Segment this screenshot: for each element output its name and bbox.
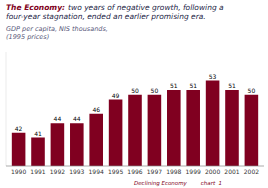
title-bold: The Economy: [6, 3, 65, 12]
bars [12, 81, 258, 167]
footer: Declining Economy chart 1 [134, 180, 222, 187]
bar [51, 123, 65, 166]
x-tick-label: 1992 [50, 168, 65, 175]
bar [31, 138, 45, 167]
data-label: 42 [15, 125, 23, 132]
x-tick-label: 2002 [244, 168, 259, 175]
x-tick-label: 1991 [30, 168, 45, 175]
data-label: 53 [209, 73, 217, 80]
subtitle: (1995 prices) [6, 33, 49, 41]
x-tick-label: 1990 [11, 168, 26, 175]
x-tick-label: 1998 [166, 168, 181, 175]
data-label: 49 [112, 92, 120, 99]
title: The Economy:two years of negative growth… [6, 3, 224, 12]
bar [167, 90, 181, 166]
x-axis-line [6, 166, 264, 167]
x-tick-label: 1999 [186, 168, 201, 175]
x-tick-label: 1996 [127, 168, 142, 175]
bar [148, 95, 162, 166]
data-label: 41 [34, 130, 42, 137]
data-label: 44 [54, 115, 62, 122]
data-label: 44 [73, 115, 81, 122]
bar [12, 133, 26, 166]
bar [225, 90, 239, 166]
bar [206, 81, 220, 167]
x-tick-label: 2000 [205, 168, 220, 175]
x-tick-label: 1994 [89, 168, 104, 175]
x-tick-label: 2001 [224, 168, 239, 175]
bar [70, 123, 84, 166]
chart: The Economy:two years of negative growth… [0, 0, 268, 188]
x-tick-label: 1995 [108, 168, 123, 175]
subtitle: GDP per capita, NIS thousands, [6, 25, 108, 33]
bar [109, 100, 123, 167]
data-label: 51 [170, 82, 178, 89]
data-label: 51 [228, 82, 236, 89]
bar [89, 114, 103, 166]
bar [245, 95, 259, 166]
data-label: 50 [248, 87, 256, 94]
data-label: 51 [189, 82, 197, 89]
chart-container: The Economy:two years of negative growth… [0, 0, 268, 188]
title-line: four-year stagnation, ended an earlier p… [6, 12, 206, 21]
data-label: 46 [92, 106, 100, 113]
x-tick-label: 1993 [69, 168, 84, 175]
data-label: 50 [151, 87, 159, 94]
data-label: 50 [131, 87, 139, 94]
bar [186, 90, 200, 166]
title-text: two years of negative growth, following … [68, 3, 224, 12]
y-axis-line [6, 52, 7, 166]
x-tick-label: 1997 [147, 168, 162, 175]
bar [128, 95, 142, 166]
